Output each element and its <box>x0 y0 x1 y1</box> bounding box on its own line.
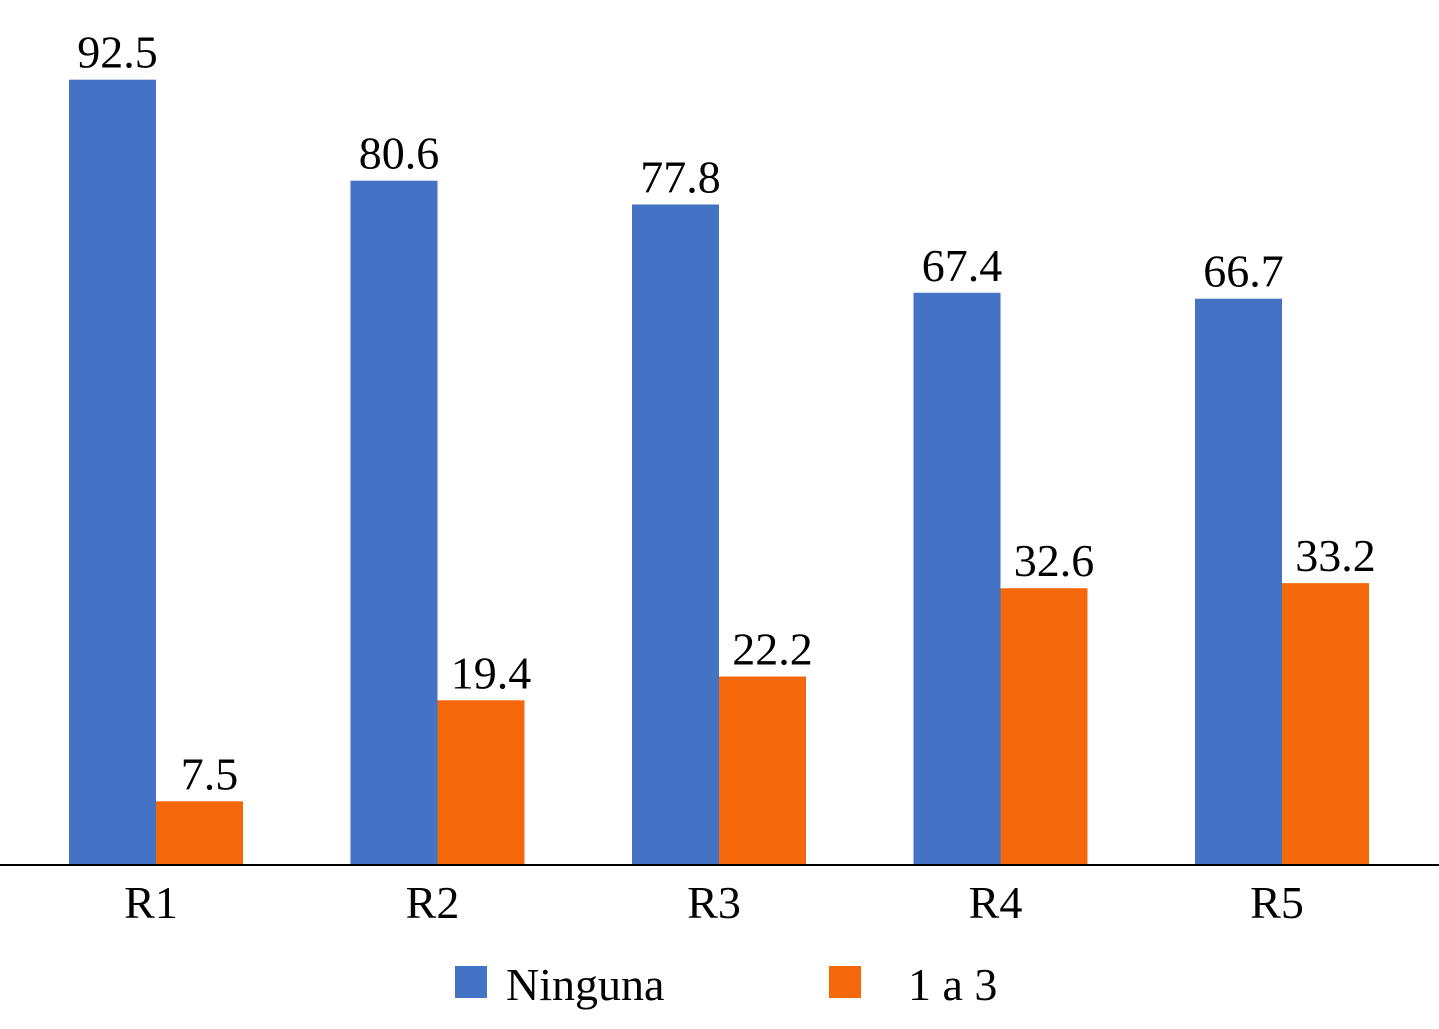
x-tick-label: R4 <box>969 877 1023 928</box>
legend-label-1-a-3: 1 a 3 <box>908 959 997 1010</box>
bar-r3-series-0 <box>632 204 719 865</box>
x-tick-label: R2 <box>406 877 460 928</box>
bar-r4-series-0 <box>913 292 1001 865</box>
legend: Ninguna 1 a 3 <box>455 959 997 1010</box>
legend-label-ninguna: Ninguna <box>506 959 664 1010</box>
bar-r2-series-1 <box>437 700 525 865</box>
x-tick-label: R1 <box>124 877 178 928</box>
bar-r3-series-1 <box>719 676 806 865</box>
data-label: 80.6 <box>359 128 440 179</box>
data-label: 66.7 <box>1203 246 1284 297</box>
legend-swatch-1-a-3 <box>829 966 861 998</box>
bar-r5-series-1 <box>1282 583 1369 865</box>
legend-swatch-ninguna <box>455 966 487 998</box>
data-label: 32.6 <box>1014 535 1095 586</box>
bar-r5-series-0 <box>1195 298 1282 865</box>
data-label: 77.8 <box>640 151 721 202</box>
data-label: 7.5 <box>181 748 239 799</box>
data-label: 33.2 <box>1295 530 1376 581</box>
bar-r4-series-1 <box>1000 588 1088 865</box>
data-label: 67.4 <box>922 240 1003 291</box>
bar-r1-series-1 <box>156 801 243 865</box>
data-label: 92.5 <box>77 27 158 78</box>
data-label: 22.2 <box>732 624 813 675</box>
bar-r2-series-0 <box>350 180 438 865</box>
x-tick-label: R5 <box>1250 877 1304 928</box>
data-label: 19.4 <box>451 647 532 698</box>
bar-r1-series-0 <box>69 79 156 866</box>
x-tick-label: R3 <box>687 877 741 928</box>
